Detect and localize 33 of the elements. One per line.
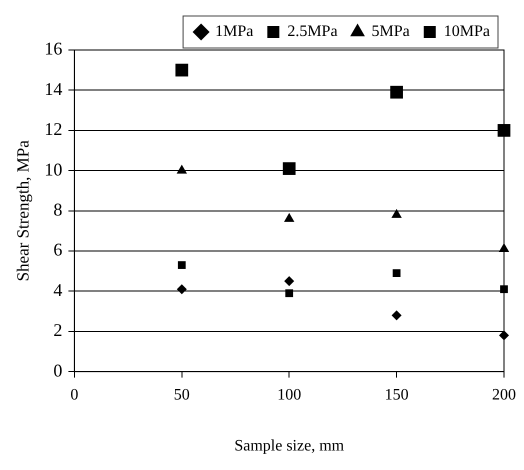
point: [284, 276, 294, 286]
y-tick-label: 0: [53, 360, 62, 380]
legend-label: 2.5MPa: [287, 23, 338, 40]
point: [284, 212, 294, 222]
y-tick-label: 16: [44, 38, 62, 59]
point: [498, 124, 510, 137]
point: [176, 164, 187, 174]
y-tick-label: 12: [44, 119, 62, 140]
x-axis-title: Sample size, mm: [234, 438, 345, 455]
y-tick-label: 2: [53, 320, 62, 340]
x-tick-label: 50: [174, 386, 190, 404]
y-tick-label: 8: [53, 200, 62, 220]
legend-label: 1MPa: [215, 23, 254, 40]
x-tick-label: 0: [70, 386, 78, 404]
x-tick-label: 100: [277, 386, 302, 404]
x-tick-label: 200: [492, 386, 516, 404]
y-tick-label: 14: [44, 78, 62, 99]
y-tick-label: 10: [44, 159, 62, 180]
point: [392, 310, 402, 320]
point: [175, 64, 188, 76]
legend-label: 5MPa: [372, 23, 410, 40]
point: [390, 86, 403, 99]
point: [282, 162, 296, 175]
point: [178, 261, 186, 269]
y-tick-label: 6: [53, 240, 62, 260]
y-tick-label: 4: [53, 280, 62, 300]
point: [176, 284, 187, 294]
y-axis-title: Shear Strength, MPa: [14, 140, 33, 282]
point: [391, 208, 402, 218]
point: [285, 289, 294, 298]
x-tick-label: 150: [384, 386, 409, 404]
point: [392, 269, 400, 277]
legend-label: 10MPa: [444, 23, 490, 40]
